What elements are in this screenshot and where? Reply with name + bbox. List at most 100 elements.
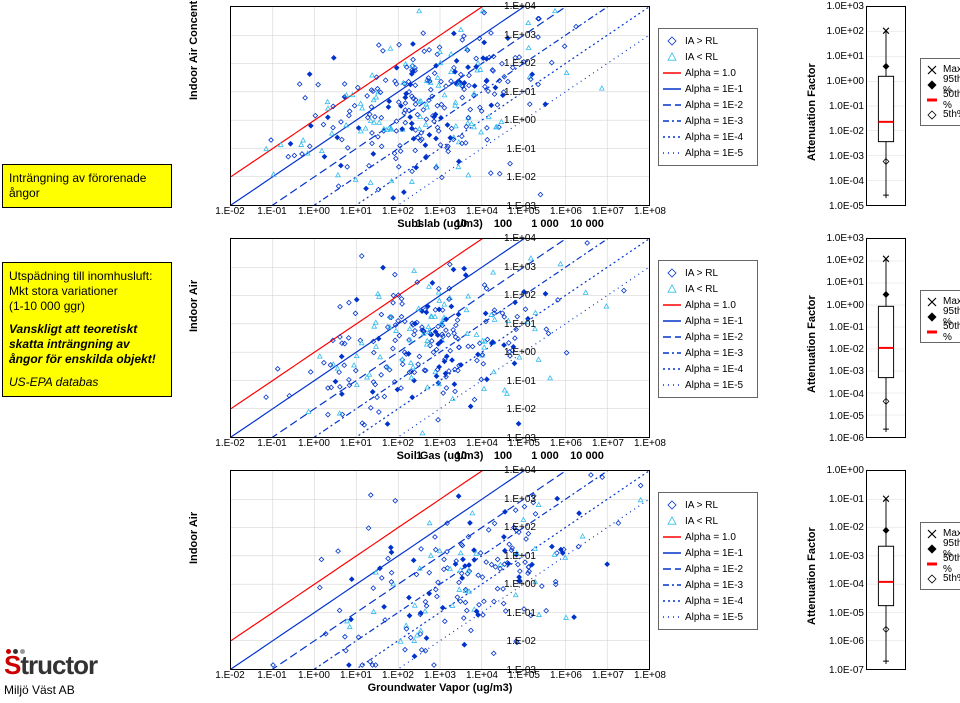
box-y-tick: 1.0E-05	[820, 608, 864, 619]
x-tick: 1.E-02	[210, 670, 250, 681]
note-dilution-foot: US-EPA databas	[9, 375, 165, 390]
charts-area: Indoor Air ConcentrationSubslab (ug/m3)1…	[180, 0, 960, 703]
y-tick: 1.E+03	[488, 262, 536, 273]
boxplot: 1.0E+031.0E+021.0E+011.0E+001.0E-011.0E-…	[820, 6, 920, 206]
legend-item: Alpha = 1E-2	[663, 329, 753, 345]
y-tick: 1.E+02	[488, 522, 536, 533]
box-plot-area	[866, 6, 906, 206]
y-tick: 1.E+00	[488, 115, 536, 126]
scatter-chart	[230, 238, 650, 438]
legend-item: Alpha = 1E-3	[663, 345, 753, 361]
legend-item: Alpha = 1E-2	[663, 561, 753, 577]
x-tick: 1.E+07	[588, 206, 628, 217]
x-tick: 1.E+01	[336, 206, 376, 217]
box-y-tick: 1.0E-01	[820, 494, 864, 505]
legend-item: Alpha = 1.0	[663, 297, 753, 313]
box-y-label: Attenuation Factor	[806, 527, 818, 625]
x-tick: 1.E+02	[378, 670, 418, 681]
legend-item: Alpha = 1E-4	[663, 129, 753, 145]
x-tick: 1.E+04	[462, 438, 502, 449]
note-dilution: Utspädning till inomhusluft: Mkt stora v…	[2, 262, 172, 397]
series-legend: IA > RLIA < RLAlpha = 1.0Alpha = 1E-1Alp…	[658, 28, 758, 166]
x-tick: 1.E+06	[546, 670, 586, 681]
x-tick: 1.E+00	[294, 438, 334, 449]
legend-item: Alpha = 1E-1	[663, 81, 753, 97]
x-tick: 1.E+02	[378, 438, 418, 449]
y-tick: 1.E-02	[488, 636, 536, 647]
legend-item: Alpha = 1E-3	[663, 113, 753, 129]
y-tick: 1.E+04	[488, 1, 536, 12]
y-tick: 1.E+02	[488, 58, 536, 69]
box-legend: Max95th %50th %5th%	[920, 522, 960, 590]
x-tick: 1.E+02	[378, 206, 418, 217]
box-legend-item: 50th %	[925, 92, 960, 107]
sidebar: Inträngning av förorenade ångor Utspädni…	[0, 0, 175, 703]
legend-item: Alpha = 1E-4	[663, 593, 753, 609]
top-axis-tick: 1 000	[525, 450, 565, 462]
legend-item: Alpha = 1.0	[663, 529, 753, 545]
legend-item: IA > RL	[663, 33, 753, 49]
x-tick: 1.E+04	[462, 206, 502, 217]
box-plot-area	[866, 470, 906, 670]
y-axis-label: Indoor Air	[188, 280, 200, 332]
x-tick: 1.E+05	[504, 670, 544, 681]
legend-item: Alpha = 1E-1	[663, 313, 753, 329]
x-tick: 1.E-02	[210, 206, 250, 217]
y-tick: 1.E-02	[488, 172, 536, 183]
box-y-tick: 1.0E-06	[820, 433, 864, 444]
x-tick: 1.E+07	[588, 670, 628, 681]
series-legend: IA > RLIA < RLAlpha = 1.0Alpha = 1E-1Alp…	[658, 492, 758, 630]
y-tick: 1.E+01	[488, 551, 536, 562]
chart-row-1: Indoor AirSoil Gas (ug/m3)1.E+041.E+031.…	[180, 232, 960, 462]
chart-row-0: Indoor Air ConcentrationSubslab (ug/m3)1…	[180, 0, 960, 230]
legend-item: IA < RL	[663, 281, 753, 297]
box-y-tick: 1.0E-06	[820, 636, 864, 647]
x-tick: 1.E-01	[252, 670, 292, 681]
x-tick: 1.E+08	[630, 670, 670, 681]
y-tick: 1.E+02	[488, 290, 536, 301]
box-y-tick: 1.0E+00	[820, 76, 864, 87]
box-y-tick: 1.0E+00	[820, 465, 864, 476]
legend-item: Alpha = 1E-5	[663, 609, 753, 625]
top-axis-tick: 1 000	[525, 218, 565, 230]
x-tick: 1.E+08	[630, 438, 670, 449]
scatter-chart	[230, 470, 650, 670]
x-tick: 1.E+01	[336, 670, 376, 681]
top-axis-tick: 10	[441, 218, 481, 230]
chart-row-2: Indoor AirGroundwater Vapor (ug/m3)1.E+0…	[180, 464, 960, 694]
box-y-tick: 1.0E-03	[820, 151, 864, 162]
legend-item: IA < RL	[663, 49, 753, 65]
y-tick: 1.E-01	[488, 608, 536, 619]
note-dilution-head: Utspädning till inomhusluft: Mkt stora v…	[9, 269, 165, 314]
box-y-tick: 1.0E-03	[820, 366, 864, 377]
logo: Structor Miljö Väst AB	[4, 649, 97, 697]
box-y-tick: 1.0E-05	[820, 201, 864, 212]
y-tick: 1.E-01	[488, 144, 536, 155]
y-tick: 1.E+01	[488, 319, 536, 330]
y-axis-label: Indoor Air	[188, 512, 200, 564]
series-legend: IA > RLIA < RLAlpha = 1.0Alpha = 1E-1Alp…	[658, 260, 758, 398]
x-tick: 1.E+03	[420, 670, 460, 681]
x-tick: 1.E+03	[420, 438, 460, 449]
y-axis-label: Indoor Air Concentration	[188, 0, 200, 100]
box-y-tick: 1.0E-04	[820, 389, 864, 400]
box-y-tick: 1.0E-01	[820, 101, 864, 112]
x-tick: 1.E+05	[504, 206, 544, 217]
x-tick: 1.E+00	[294, 206, 334, 217]
box-y-label: Attenuation Factor	[806, 295, 818, 393]
y-tick: 1.E-01	[488, 376, 536, 387]
y-tick: 1.E-02	[488, 404, 536, 415]
box-legend-item: 5th%	[925, 107, 960, 122]
legend-item: IA > RL	[663, 265, 753, 281]
box-y-tick: 1.0E-02	[820, 522, 864, 533]
box-y-tick: 1.0E-04	[820, 579, 864, 590]
box-y-tick: 1.0E-02	[820, 126, 864, 137]
box-y-tick: 1.0E-07	[820, 665, 864, 676]
x-tick: 1.E+06	[546, 206, 586, 217]
box-legend: Max95th %50th %5th%	[920, 58, 960, 126]
top-axis-tick: 100	[483, 218, 523, 230]
x-tick: 1.E+01	[336, 438, 376, 449]
top-axis-tick: 1	[399, 450, 439, 462]
x-tick: 1.E-01	[252, 438, 292, 449]
x-tick: 1.E-02	[210, 438, 250, 449]
